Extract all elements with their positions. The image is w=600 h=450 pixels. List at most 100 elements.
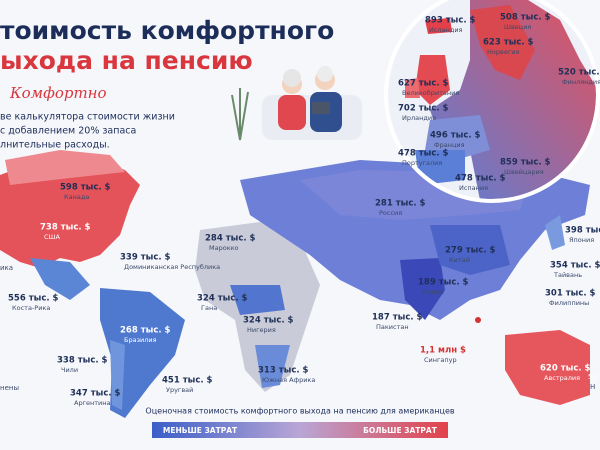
country-label: 1,1 млн $Сингапур	[420, 346, 466, 365]
country-name: Испания	[459, 184, 488, 192]
cost-value: 313 тыс. $	[258, 366, 309, 376]
country-name: Аргентина	[74, 399, 110, 407]
country-name: США	[44, 233, 60, 241]
country-label: 301 тыс. $Филиппины	[545, 289, 596, 308]
edge-fragments: ика нены 52 Н	[0, 264, 597, 392]
country-name: Австралия	[544, 374, 580, 382]
cost-value: 347 тыс. $	[70, 389, 121, 399]
country-label: 556 тыс. $Коста-Рика	[8, 294, 59, 313]
couple-illustration	[231, 66, 362, 141]
country-label: 268 тыс. $Бразилия	[120, 326, 171, 345]
cost-value: 556 тыс. $	[8, 294, 59, 304]
country-name: Марокко	[209, 244, 239, 252]
cost-value: 598 тыс. $	[60, 183, 111, 193]
country-label: 451 тыс. $Уругвай	[162, 376, 213, 395]
country-label: 520 тыс. $Финляндия	[558, 68, 600, 87]
country-label: 859 тыс. $Швейцария	[500, 158, 551, 177]
country-label: 189 тыс. $Индия	[418, 278, 469, 297]
country-name: Финляндия	[562, 78, 600, 86]
country-name: Швейцария	[504, 168, 544, 176]
cost-value: 451 тыс. $	[162, 376, 213, 386]
country-name: Ирландия	[402, 114, 436, 122]
country-label: 279 тыс. $Китай	[445, 246, 496, 265]
country-label: 313 тыс. $Южная Африка	[258, 366, 315, 385]
country-label: 508 тыс. $Швеция	[500, 13, 551, 32]
cost-value: 620 тыс. $	[540, 364, 591, 374]
country-label: 338 тыс. $Чили	[57, 356, 108, 375]
cost-value: 623 тыс. $	[483, 38, 534, 48]
country-label: 324 тыс. $Гана	[197, 294, 248, 313]
country-name: Доминиканская Республика	[124, 263, 220, 271]
cost-value: 281 тыс. $	[375, 199, 426, 209]
cost-value: 478 тыс. $	[455, 174, 506, 184]
cost-value: 627 тыс. $	[398, 79, 449, 89]
cropped-text: 52	[588, 373, 597, 381]
cost-value: 268 тыс. $	[120, 326, 171, 336]
country-name: Франция	[434, 141, 465, 149]
country-name: Великобритания	[402, 89, 459, 97]
country-label: 339 тыс. $Доминиканская Республика	[120, 253, 220, 272]
country-label: 354 тыс. $Тайвань	[550, 261, 600, 280]
cost-value: 187 тыс. $	[372, 313, 423, 323]
cost-value: 339 тыс. $	[120, 253, 171, 263]
country-name: Швеция	[504, 23, 531, 31]
country-name: Коста-Рика	[12, 304, 50, 312]
description-line: ве калькулятора стоимости жизни	[0, 112, 175, 123]
europe-inset	[384, 0, 600, 203]
cost-value: 893 тыс. $	[425, 16, 476, 26]
country-name: Япония	[569, 236, 594, 244]
description-line: лнительные расходы.	[0, 140, 110, 151]
description: ве калькулятора стоимости жизни с добавле…	[0, 112, 175, 151]
cost-value: 508 тыс. $	[500, 13, 551, 23]
country-name: Индия	[422, 288, 444, 296]
country-label: 284 тыс. $Марокко	[205, 234, 256, 253]
cost-value: 1,1 млн $	[420, 346, 466, 356]
cost-value: 702 тыс. $	[398, 104, 449, 114]
cost-value: 478 тыс. $	[398, 149, 449, 159]
cost-value: 301 тыс. $	[545, 289, 596, 299]
cost-value: 279 тыс. $	[445, 246, 496, 256]
country-label: 496 тыс. $Франция	[430, 131, 481, 150]
country-label: 478 тыс. $Португалия	[398, 149, 449, 168]
cost-value: 338 тыс. $	[57, 356, 108, 366]
country-label: 893 тыс. $Исландия	[425, 16, 476, 35]
country-labels: 598 тыс. $Канада 738 тыс. $США 339 тыс. $Д…	[8, 13, 600, 408]
country-name: Пакистан	[376, 323, 409, 331]
legend-low: МЕНЬШЕ ЗАТРАТ	[163, 426, 238, 435]
country-label: 620 тыс. $Австралия	[540, 364, 591, 383]
country-name: Гана	[201, 304, 217, 312]
country-label: 281 тыс. $Россия	[375, 199, 426, 218]
legend-bar	[152, 422, 448, 438]
country-name: Португалия	[402, 159, 442, 167]
country-label: 347 тыс. $Аргентина	[70, 389, 121, 408]
country-label: 702 тыс. $Ирландия	[398, 104, 449, 123]
country-label: 398 тыс. $Япония	[565, 226, 600, 245]
description-line: с добавлением 20% запаса	[0, 126, 136, 137]
cost-value: 738 тыс. $	[40, 223, 91, 233]
title-line2: ыхода на пенсию	[0, 46, 253, 75]
cost-value: 284 тыс. $	[205, 234, 256, 244]
cost-value: 354 тыс. $	[550, 261, 600, 271]
legend-high: БОЛЬШЕ ЗАТРАТ	[363, 426, 438, 435]
country-name: Китай	[449, 256, 470, 264]
cost-value: 520 тыс. $	[558, 68, 600, 78]
country-name: Канада	[64, 193, 89, 201]
country-name: Норвегия	[487, 48, 519, 56]
country-name: Филиппины	[549, 299, 589, 307]
cost-value: 398 тыс. $	[565, 226, 600, 236]
country-name: Тайвань	[553, 271, 582, 279]
country-name: Исландия	[429, 26, 463, 34]
world-map	[0, 150, 590, 418]
country-label: 324 тыс. $Нигерия	[243, 316, 294, 335]
country-name: Чили	[61, 366, 78, 374]
legend-caption: Оценочная стоимость комфортного выхода н…	[145, 407, 454, 416]
cropped-text: Н	[590, 383, 595, 391]
country-name: Южная Африка	[262, 376, 315, 384]
country-label: 478 тыс. $Испания	[455, 174, 506, 193]
cost-value: 859 тыс. $	[500, 158, 551, 168]
country-name: Сингапур	[424, 356, 457, 364]
cost-value: 496 тыс. $	[430, 131, 481, 141]
country-label: 738 тыс. $США	[40, 223, 91, 242]
cropped-text: нены	[0, 384, 19, 392]
